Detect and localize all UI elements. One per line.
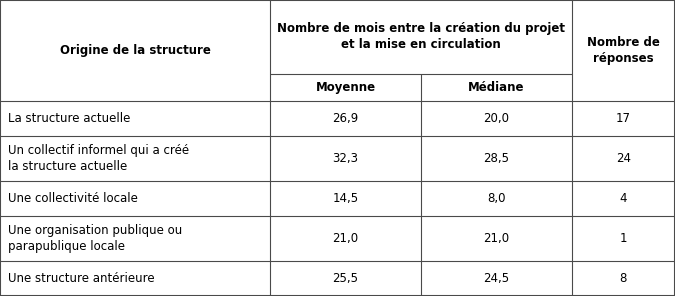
Text: 14,5: 14,5 <box>332 192 358 205</box>
Text: 26,9: 26,9 <box>332 112 358 125</box>
Text: La structure actuelle: La structure actuelle <box>8 112 130 125</box>
Text: 21,0: 21,0 <box>483 232 510 245</box>
Text: Un collectif informel qui a créé
la structure actuelle: Un collectif informel qui a créé la stru… <box>8 144 189 173</box>
Text: Une collectivité locale: Une collectivité locale <box>8 192 138 205</box>
Text: 21,0: 21,0 <box>332 232 358 245</box>
Text: 24: 24 <box>616 152 631 165</box>
Text: Une structure antérieure: Une structure antérieure <box>8 272 155 285</box>
Text: 25,5: 25,5 <box>333 272 358 285</box>
Text: 8,0: 8,0 <box>487 192 506 205</box>
Text: 4: 4 <box>620 192 627 205</box>
Text: Moyenne: Moyenne <box>315 81 375 94</box>
Text: 17: 17 <box>616 112 631 125</box>
Text: Une organisation publique ou
parapublique locale: Une organisation publique ou parapubliqu… <box>8 224 182 253</box>
Text: 8: 8 <box>620 272 627 285</box>
Text: Origine de la structure: Origine de la structure <box>59 44 211 57</box>
Text: 20,0: 20,0 <box>483 112 510 125</box>
Text: Nombre de
réponses: Nombre de réponses <box>587 36 660 65</box>
Text: 24,5: 24,5 <box>483 272 510 285</box>
Text: 1: 1 <box>620 232 627 245</box>
Text: Nombre de mois entre la création du projet
et la mise en circulation: Nombre de mois entre la création du proj… <box>277 22 565 52</box>
Text: 28,5: 28,5 <box>483 152 510 165</box>
Text: Médiane: Médiane <box>468 81 524 94</box>
Text: 32,3: 32,3 <box>333 152 358 165</box>
